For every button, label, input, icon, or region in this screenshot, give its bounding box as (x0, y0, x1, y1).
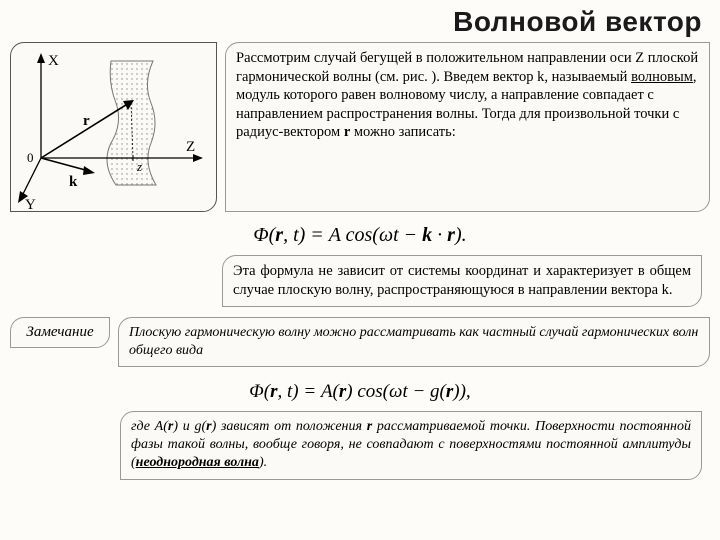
final-f: ). (259, 455, 267, 470)
origin-label: 0 (27, 150, 34, 165)
general-formula: Φ(r, t) = A(r) cos(ωt − g(r)), (0, 381, 720, 403)
axis-z-label: Z (186, 139, 195, 155)
description-box: Рассмотрим случай бегущей в положительно… (225, 42, 710, 212)
wave-vector-diagram: X Y Z 0 r k z (11, 43, 216, 211)
final-a: где A( (131, 419, 168, 434)
note-label-box: Замечание (10, 317, 110, 348)
desc-underlined: волновым (631, 69, 693, 85)
r-vector-label: r (83, 113, 90, 129)
note-row: Замечание Плоскую гармоническую волну мо… (0, 317, 720, 367)
axis-y-label: Y (25, 197, 36, 211)
final-c: ) зависят от положения (212, 419, 367, 434)
main-formula: Φ(r, t) = A cos(ωt − k · r). (0, 224, 720, 247)
final-underlined: неоднородная волна (136, 455, 259, 470)
final-box: где A(r) и g(r) зависят от положения r р… (120, 411, 702, 480)
desc-text-e: можно записать: (350, 124, 456, 140)
k-vector-label: k (69, 174, 78, 190)
note-text-box: Плоскую гармоническую волну можно рассма… (118, 317, 710, 367)
diagram-container: X Y Z 0 r k z (10, 42, 217, 212)
desc-text-a: Рассмотрим случай бегущей в положительно… (236, 50, 698, 85)
z-point-label: z (136, 159, 142, 174)
slide-title: Волновой вектор (0, 0, 720, 42)
final-b: ) и g( (173, 419, 206, 434)
after-formula-box: Эта формула не зависит от системы коорди… (222, 255, 702, 307)
axis-x-label: X (48, 53, 59, 69)
top-row: X Y Z 0 r k z Рассмотрим случай бегущей … (0, 42, 720, 212)
